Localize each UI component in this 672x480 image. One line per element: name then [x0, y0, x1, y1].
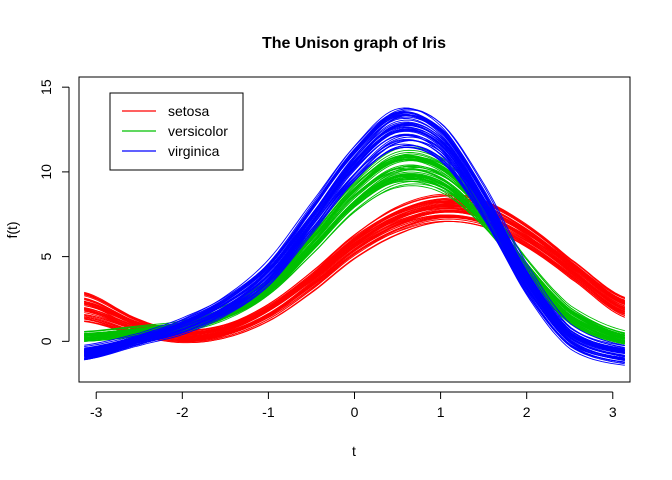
curve-virginica: [84, 124, 625, 357]
x-axis-label: t: [352, 443, 356, 459]
y-axis-label: f(t): [4, 221, 20, 238]
curve-setosa: [84, 217, 625, 341]
legend-label-virginica: virginica: [168, 143, 220, 159]
series-virginica: [84, 107, 625, 366]
curve-versicolor: [84, 149, 625, 332]
curve-setosa: [84, 211, 625, 339]
y-tick-label: 5: [38, 253, 54, 261]
curve-virginica: [84, 111, 625, 351]
chart-title: The Unison graph of Iris: [262, 35, 446, 52]
curve-setosa: [84, 201, 625, 335]
legend: setosa versicolor virginica: [109, 92, 244, 171]
x-tick-label: -1: [262, 404, 275, 420]
curve-setosa: [84, 210, 625, 338]
curve-setosa: [84, 202, 625, 335]
curve-setosa: [84, 204, 625, 334]
y-tick-label: 10: [38, 164, 54, 180]
plot-frame: [78, 76, 631, 383]
y-tick-label: 0: [38, 337, 54, 345]
curve-setosa: [84, 204, 625, 335]
curve-virginica: [84, 130, 625, 357]
curve-setosa: [84, 210, 625, 338]
x-axis: -3 -2 -1 0 1 2 3: [90, 391, 617, 420]
curve-virginica: [84, 134, 625, 363]
curves-layer: [84, 107, 625, 366]
curve-setosa: [84, 216, 625, 339]
curve-virginica: [84, 125, 625, 352]
curve-setosa: [84, 221, 625, 344]
x-tick-label: -3: [90, 404, 103, 420]
curve-setosa: [84, 214, 625, 338]
curve-virginica: [84, 122, 625, 354]
x-tick-label: 3: [609, 404, 617, 420]
x-tick-label: -2: [176, 404, 189, 420]
legend-label-setosa: setosa: [168, 103, 209, 119]
curve-virginica: [84, 134, 625, 362]
x-tick-label: 0: [351, 404, 359, 420]
curve-virginica: [84, 144, 625, 364]
x-tick-label: 1: [437, 404, 445, 420]
y-axis: 0 5 10 15: [38, 79, 70, 345]
legend-label-versicolor: versicolor: [168, 123, 228, 139]
x-tick-label: 2: [523, 404, 531, 420]
curve-virginica: [84, 138, 625, 366]
y-tick-label: 15: [38, 79, 54, 95]
